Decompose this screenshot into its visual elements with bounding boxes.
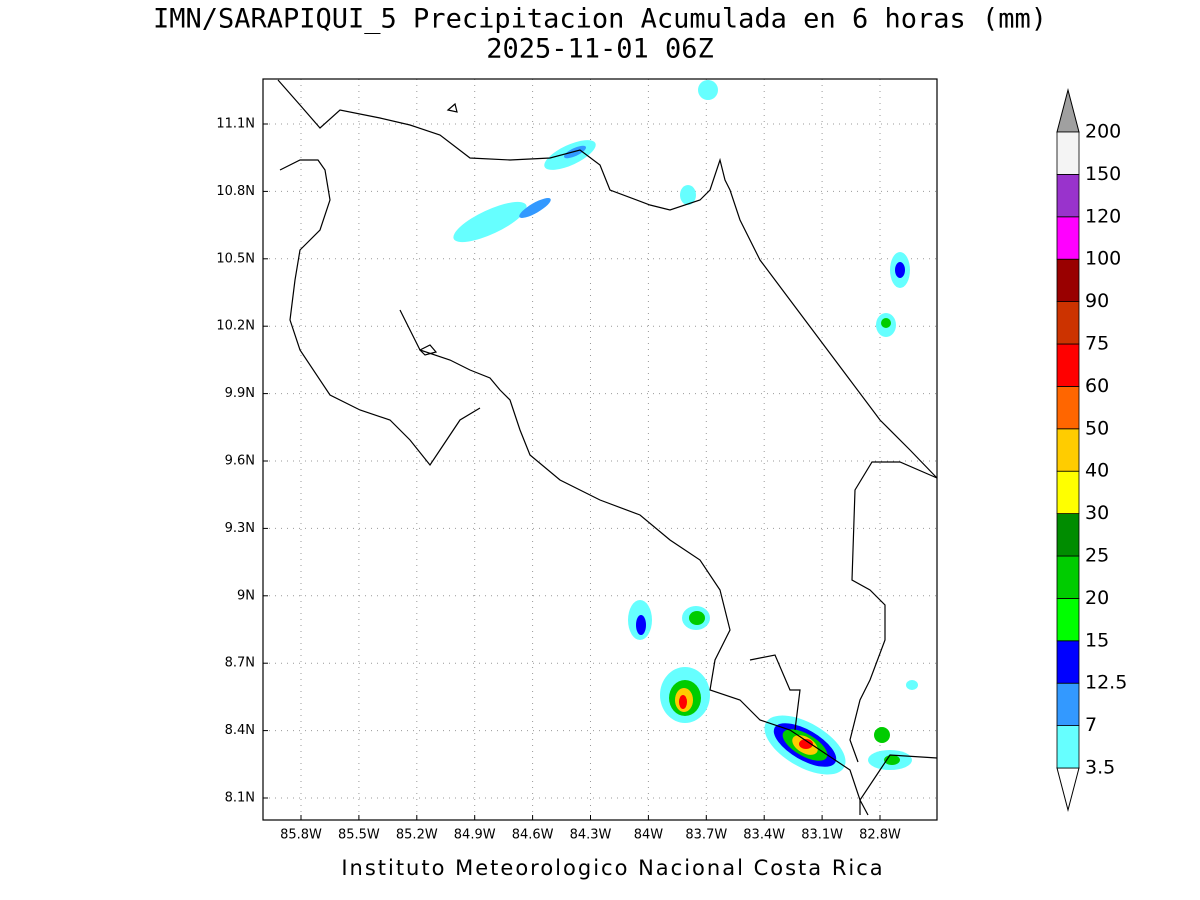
colorbar-label: 100 (1085, 248, 1121, 270)
longitude-label: 82.8W (859, 828, 901, 843)
latitude-label: 9.6N (225, 454, 255, 469)
colorbar-segment (1056, 428, 1080, 472)
colorbar-label: 120 (1085, 205, 1121, 227)
colorbar-label: 20 (1085, 587, 1109, 609)
colorbar-segment (1056, 598, 1080, 642)
coastline (277, 79, 938, 816)
colorbar-label: 90 (1085, 290, 1109, 312)
latitude-label: 11.1N (216, 117, 255, 132)
longitude-label: 83.1W (801, 828, 843, 843)
colorbar-segment (1056, 470, 1080, 515)
colorbar: 3.5 7 12.5 15 20 25 30 40 50 60 75 90 100 120 150 200 (1056, 88, 1127, 812)
colorbar-segment (1056, 555, 1080, 599)
colorbar-segment (1056, 725, 1080, 769)
footer: Instituto Meteorologico Nacional Costa R… (341, 856, 884, 880)
latitude-label: 8.4N (225, 723, 255, 738)
colorbar-label: 40 (1085, 460, 1109, 482)
longitude-label: 83.7W (685, 828, 727, 843)
longitude-label: 85.2W (396, 828, 438, 843)
colorbar-segment (1056, 513, 1080, 557)
latitude-label: 8.7N (225, 656, 255, 671)
latitude-label: 10.5N (216, 251, 255, 266)
colorbar-segment (1056, 640, 1080, 684)
longitude-label: 83.4W (743, 828, 785, 843)
longitude-label: 85.5W (338, 828, 380, 843)
precipitation-field (453, 80, 918, 775)
colorbar-under (1056, 767, 1080, 812)
title: IMN/SARAPIQUI_5 Precipitacion Acumulada … (153, 4, 1047, 35)
colorbar-segment (1056, 385, 1080, 430)
latitude-label: 8.1N (225, 791, 255, 806)
colorbar-label: 75 (1085, 333, 1109, 355)
colorbar-label: 25 (1085, 545, 1109, 567)
latitude-label: 9.9N (225, 386, 255, 401)
colorbar-label: 60 (1085, 375, 1109, 397)
colorbar-segment (1056, 343, 1080, 387)
colorbar-label: 7 (1085, 714, 1097, 736)
longitude-label: 85.8W (280, 828, 322, 843)
colorbar-segment (1056, 301, 1080, 345)
grid (263, 79, 937, 820)
colorbar-label: 200 (1085, 121, 1121, 143)
longitude-label: 84W (634, 828, 664, 843)
latitude-label: 10.8N (216, 184, 255, 199)
colorbar-label: 50 (1085, 417, 1109, 439)
latitude-label: 10.2N (216, 319, 255, 334)
colorbar-segment (1056, 216, 1080, 260)
longitude-label: 84.9W (454, 828, 496, 843)
colorbar-label: 12.5 (1085, 672, 1127, 694)
colorbar-segment (1056, 173, 1080, 218)
latitude-label: 9.3N (225, 521, 255, 536)
colorbar-label: 15 (1085, 629, 1109, 651)
colorbar-label: 30 (1085, 502, 1109, 524)
colorbar-label: 150 (1085, 163, 1121, 185)
colorbar-over (1056, 88, 1080, 133)
longitude-label: 84.6W (512, 828, 554, 843)
subtitle: 2025-11-01 06Z (486, 34, 714, 65)
colorbar-label: 3.5 (1085, 757, 1115, 779)
longitude-label: 84.3W (570, 828, 612, 843)
colorbar-segment (1056, 131, 1080, 175)
colorbar-segment (1056, 682, 1080, 727)
map-frame (262, 78, 938, 821)
colorbar-segment (1056, 258, 1080, 303)
latitude-label: 9N (237, 588, 255, 603)
